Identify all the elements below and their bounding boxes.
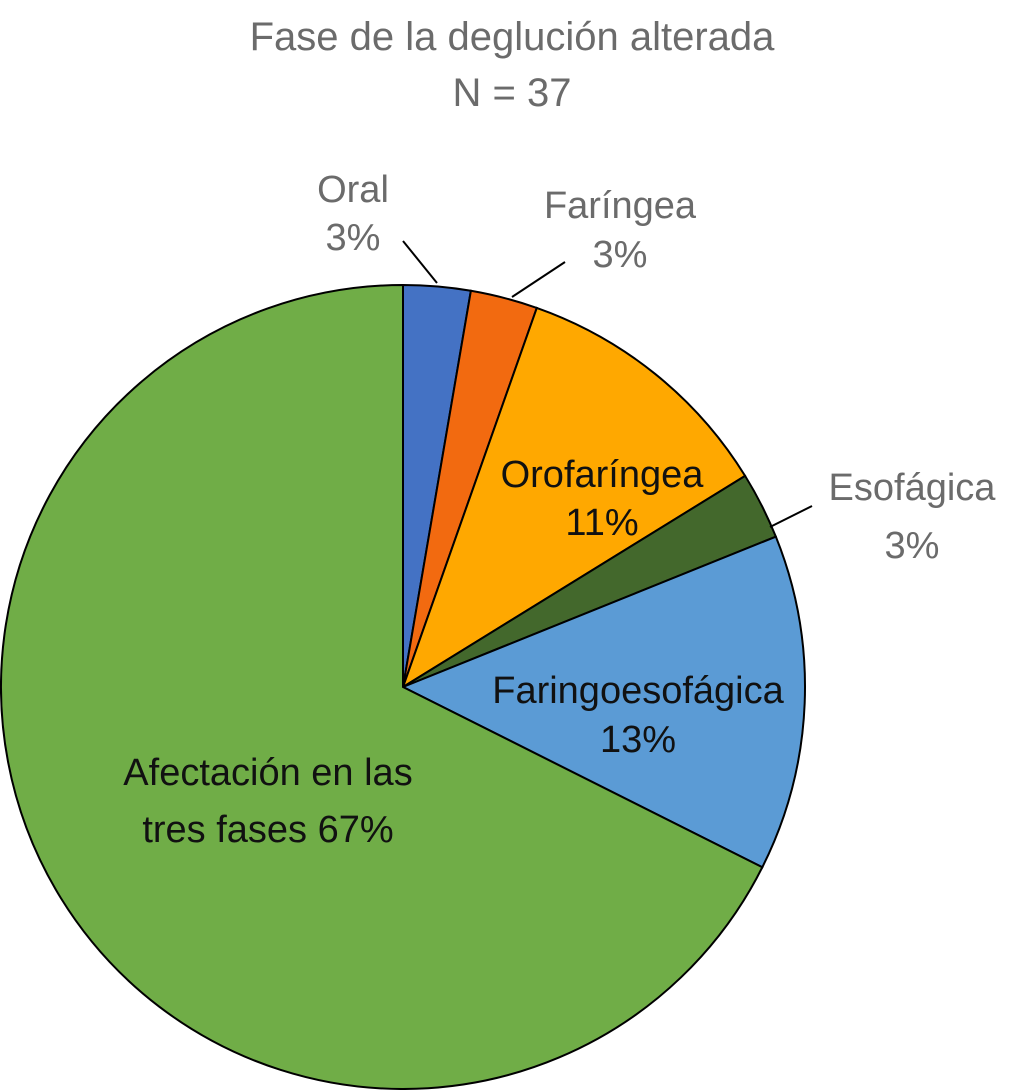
slice-pct-faringea: 3% — [593, 234, 648, 276]
leader-line-esofagica — [769, 505, 813, 528]
leader-line-faringea — [511, 261, 566, 298]
slice-label-faringea: Faríngea — [544, 185, 697, 227]
slice-label-orofaringea: Orofaríngea — [501, 454, 705, 496]
slice-label-faringoesofagica: Faringoesofágica — [492, 670, 784, 712]
leader-line-oral — [402, 240, 438, 284]
pie-slices — [0, 283, 806, 1090]
chart-subtitle: N = 37 — [453, 71, 572, 115]
leader-lines — [402, 240, 813, 528]
slice-pct-orofaringea: 11% — [565, 502, 638, 544]
slice-pct-oral: 3% — [326, 217, 381, 259]
slice-pct-faringoesofagica: 13% — [600, 719, 676, 761]
pie-slice-orofaringea — [401, 306, 747, 690]
chart-title: Fase de la deglución alterada — [250, 15, 776, 59]
slice-label-afectacion-en-las-tres-fases-line2: tres fases 67% — [142, 809, 393, 851]
slice-label-esofagica: Esofágica — [829, 467, 997, 509]
slice-pct-esofagica: 3% — [885, 525, 940, 567]
pie-slice-afectacion-en-las-tres-fases — [0, 283, 764, 1090]
slice-label-afectacion-en-las-tres-fases-line1: Afectación en las — [123, 752, 412, 794]
pie-slice-faringoesofagica — [400, 535, 806, 869]
slice-label-oral: Oral — [317, 169, 389, 211]
slice-labels: Oral 3% Faríngea 3% Orofaríngea 11% Esofágica 3… — [123, 169, 996, 851]
